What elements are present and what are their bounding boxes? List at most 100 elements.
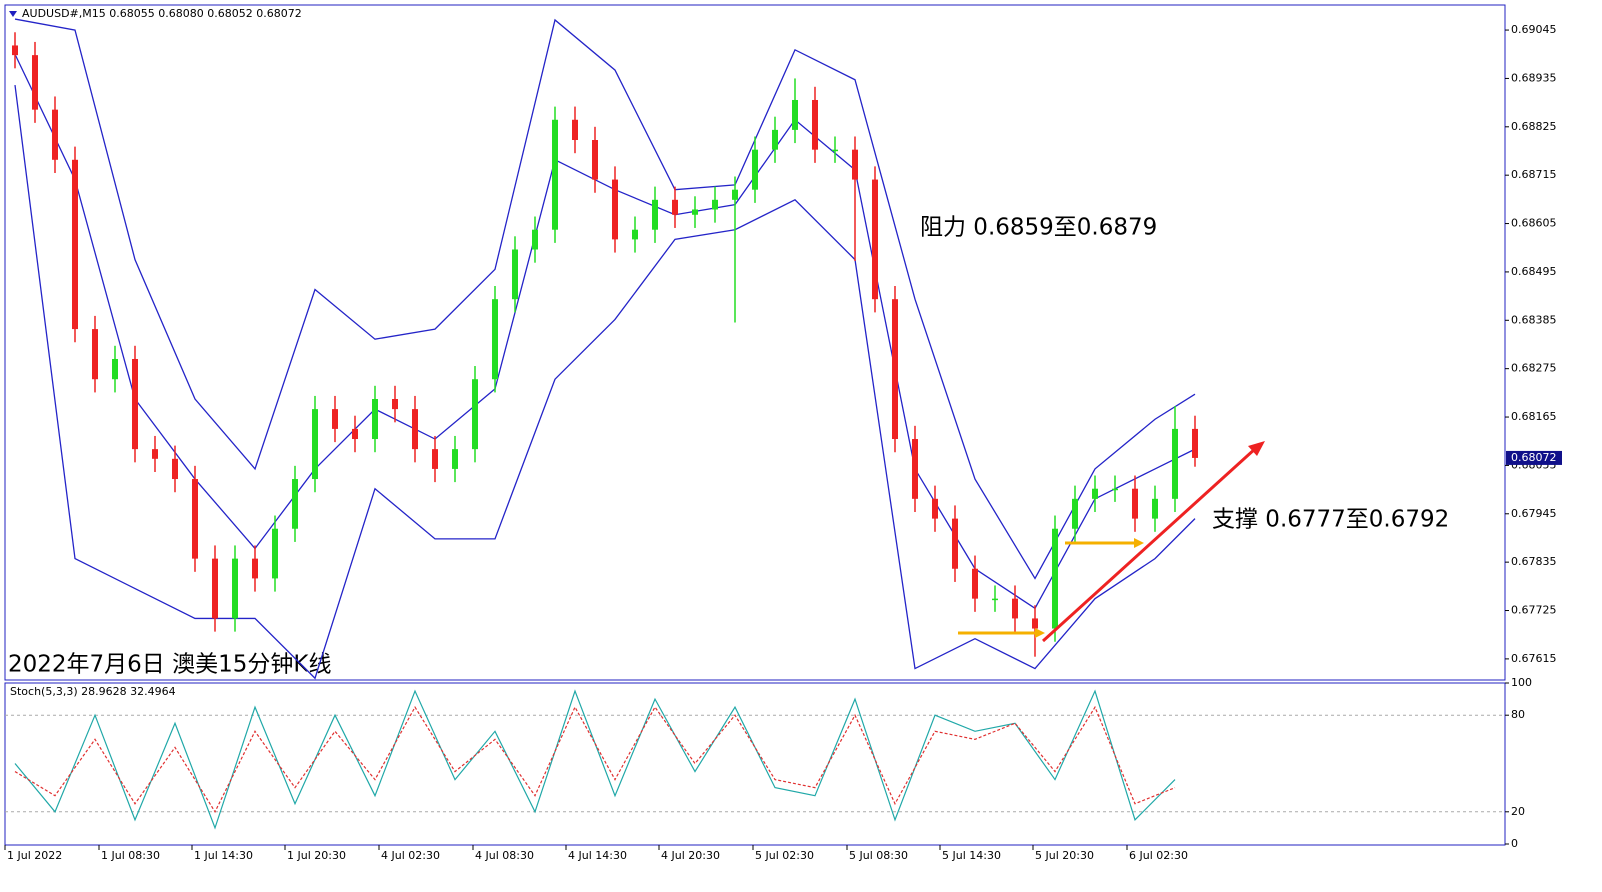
y-tick-label: 20 [1511,805,1525,818]
x-tick-label: 5 Jul 08:30 [849,849,908,862]
x-tick-label: 5 Jul 20:30 [1035,849,1094,862]
y-tick-label: 80 [1511,708,1525,721]
candle-body [432,449,438,469]
candle-body [1132,488,1138,519]
candle-body [772,129,778,150]
y-tick-label: 0.67725 [1511,604,1557,617]
candle-body [592,140,598,180]
candle-body [132,358,138,450]
x-tick-label: 1 Jul 20:30 [287,849,346,862]
y-tick-label: 0.68385 [1511,313,1557,326]
y-tick-label: 0.68715 [1511,168,1557,181]
x-tick-label: 4 Jul 14:30 [568,849,627,862]
candle-body [72,159,78,330]
candle-body [252,558,258,579]
chart-title: 2022年7月6日 澳美15分钟K线 [8,652,331,678]
candle-body [952,518,958,569]
candle-body [792,99,798,130]
trend-arrow [1041,446,1258,643]
x-tick-label: 1 Jul 2022 [7,849,62,862]
y-tick-label: 0.67835 [1511,555,1557,568]
price-tag [1506,450,1562,465]
candle-body [552,119,558,230]
candle-body [452,449,458,469]
y-tick-label: 0.68825 [1511,120,1557,133]
y-tick-label: 0.69045 [1511,23,1557,36]
x-tick-label: 1 Jul 08:30 [101,849,160,862]
trend-arrowhead [1248,441,1265,456]
y-tick-label: 0.67615 [1511,652,1557,665]
candle-body [852,149,858,180]
candle-body [12,45,18,56]
support-arrowhead [1134,538,1144,548]
support-note: 支撑 0.6777至0.6792 [1212,507,1449,533]
candle-body [1172,428,1178,499]
candle-body [292,479,298,529]
candle-body [892,299,898,440]
candle-body [1112,488,1118,491]
candle-body [672,199,678,215]
marks: 1 Jul 2022 1 Jul 08:30 1 Jul 14:30 1 Jul 20… [4,18,1562,862]
candle-body [1072,498,1078,529]
candle-body [992,598,998,601]
candle-body [312,409,318,480]
resistance-note: 阻力 0.6859至0.6879 [920,215,1157,241]
candle-body [1032,618,1038,629]
header-icon [9,11,17,17]
x-tick-label: 6 Jul 02:30 [1129,849,1188,862]
candle-body [392,399,398,410]
candle-body [1092,488,1098,499]
y-tick-label: 0.68275 [1511,362,1557,375]
candle-body [832,149,838,152]
support-arrowhead [1035,628,1045,638]
price-tag-label: 0.68072 [1511,451,1557,464]
y-tick-label: 0.67945 [1511,507,1557,520]
candle-body [112,358,118,380]
candle-body [912,439,918,499]
candle-body [632,229,638,240]
candle-body [52,109,58,160]
candle-body [152,449,158,459]
y-tick-label: 100 [1511,676,1532,689]
header: AUDUSD#,M15 0.68055 0.68080 0.68052 0.68… [22,7,302,20]
candle-body [812,99,818,150]
candle-body [732,189,738,200]
candle-body [932,498,938,519]
candle-body [692,209,698,215]
stoch-line [14,689,1176,830]
candle-body [532,229,538,250]
candle-body [712,199,718,210]
x-tick-label: 4 Jul 20:30 [661,849,720,862]
candle-body [372,399,378,440]
candle-body [1152,498,1158,519]
candle-body [272,528,278,579]
candle-body [512,249,518,300]
candle-body [32,55,38,110]
stoch-frame [4,682,1506,846]
candle-body [872,179,878,300]
candle-body [472,379,478,450]
x-tick-label: 4 Jul 02:30 [381,849,440,862]
candle-body [1012,598,1018,619]
candle-body [752,149,758,190]
candle-body [572,119,578,140]
stoch-label: Stoch(5,3,3) 28.9628 32.4964 [10,685,176,698]
candle-body [352,428,358,440]
x-tick-label: 1 Jul 14:30 [194,849,253,862]
candle-body [172,458,178,480]
y-tick-label: 0.68605 [1511,217,1557,230]
main-frame [4,4,1506,681]
candle-body [652,199,658,230]
candle-body [412,409,418,450]
y-tick-label: 0 [1511,837,1518,850]
candle-body [492,299,498,380]
candle-body [1192,428,1198,458]
x-tick-label: 5 Jul 14:30 [942,849,1001,862]
candle-body [612,179,618,240]
bollinger-upper [14,18,1196,580]
candle-body [232,558,238,619]
x-tick-label: 5 Jul 02:30 [755,849,814,862]
